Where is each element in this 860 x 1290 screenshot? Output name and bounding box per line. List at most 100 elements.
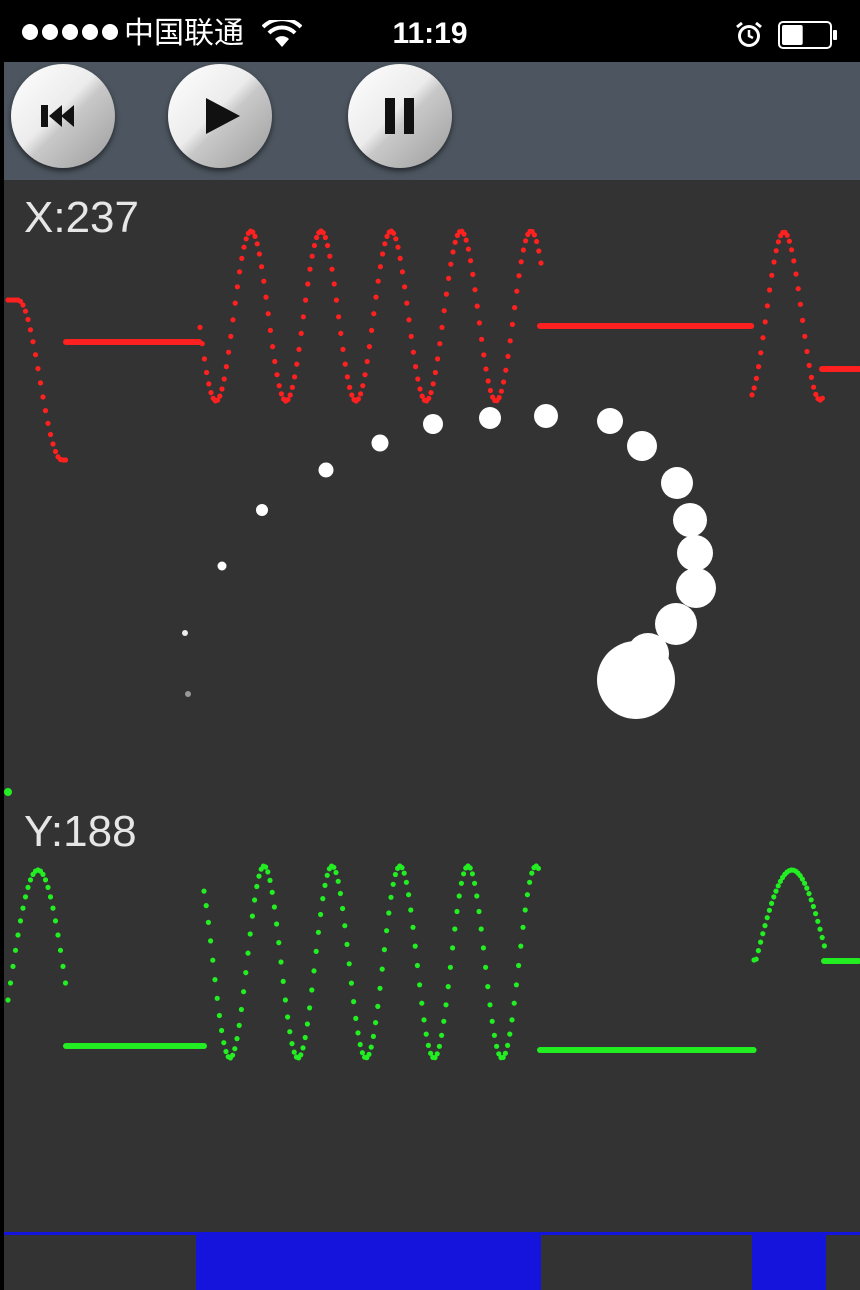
y-trace-point	[478, 926, 484, 932]
y-trace-point	[516, 962, 522, 969]
x-trace-point	[292, 374, 298, 380]
x-trace-point	[347, 384, 353, 390]
y-trace-point	[203, 903, 209, 909]
y-trace-point	[280, 978, 286, 985]
x-trace-point	[349, 392, 355, 398]
x-trace-point	[773, 248, 779, 254]
y-trace-point	[25, 884, 31, 891]
x-trace-point	[380, 251, 386, 257]
x-trace-point	[296, 346, 302, 352]
x-trace-point	[413, 364, 419, 370]
y-trace-point	[256, 873, 262, 879]
y-trace-point	[265, 869, 271, 875]
x-trace-point	[795, 286, 801, 292]
pause-button[interactable]	[348, 64, 452, 168]
x-trace-point	[241, 244, 247, 250]
rewind-button[interactable]	[11, 64, 115, 168]
trail-dot	[661, 467, 693, 499]
x-trace-point	[784, 232, 790, 238]
y-trace-point	[855, 958, 860, 964]
trail-dot	[677, 535, 713, 571]
y-trace-point	[40, 871, 46, 878]
y-trace-point	[309, 987, 315, 993]
y-trace-point	[527, 879, 533, 885]
y-trace-point	[815, 918, 821, 924]
y-trace-point	[469, 871, 475, 877]
play-button[interactable]	[168, 64, 272, 168]
trail-dot	[627, 431, 657, 461]
y-trace-point	[423, 1031, 429, 1037]
y-trace-point	[799, 876, 806, 882]
y-trace-point	[254, 883, 260, 890]
y-trace-point	[513, 982, 519, 988]
y-trace-point	[249, 913, 255, 919]
x-trace-point	[481, 352, 487, 358]
x-trace-point	[791, 258, 797, 264]
x-trace-point	[307, 266, 313, 272]
y-trace-point	[535, 865, 542, 872]
motion-plot[interactable]: X:237 Y:188	[4, 180, 860, 1290]
x-trace-point	[534, 238, 540, 245]
y-trace-point	[55, 932, 61, 938]
x-readout: X:237	[24, 193, 139, 242]
y-trace-point	[769, 900, 775, 907]
x-trace-point	[358, 391, 364, 397]
x-trace-point	[756, 364, 762, 370]
x-trace-point	[37, 380, 44, 386]
x-trace-point	[329, 266, 335, 272]
x-trace-point	[536, 248, 542, 254]
y-trace-point	[285, 1014, 291, 1020]
pause-icon	[385, 98, 414, 134]
y-trace-point	[502, 1050, 508, 1056]
x-trace-point	[470, 271, 476, 277]
x-trace-point	[366, 344, 372, 350]
x-trace-point	[311, 242, 317, 249]
y-trace-point	[467, 865, 473, 871]
x-trace-point	[40, 394, 46, 400]
y-trace-point	[500, 1054, 506, 1060]
y-trace-point	[425, 1042, 431, 1048]
x-trace-point	[487, 387, 493, 394]
x-trace-point	[439, 324, 445, 330]
x-trace-point	[408, 333, 414, 339]
x-trace-point	[479, 336, 485, 342]
x-trace-point	[217, 393, 223, 399]
x-trace-point	[501, 379, 507, 385]
x-trace-point	[410, 349, 416, 355]
y-trace-point	[373, 1020, 379, 1026]
y-trace-point	[436, 1043, 442, 1049]
x-trace-point	[758, 350, 764, 356]
app-canvas[interactable]: X:237 Y:188	[4, 62, 860, 1290]
y-trace-point	[392, 871, 398, 878]
y-trace-point	[390, 881, 396, 887]
y-trace-point	[474, 893, 480, 899]
y-trace-point	[287, 1029, 293, 1035]
x-trace-point	[342, 361, 348, 367]
y-trace-point	[806, 891, 812, 897]
x-trace-point	[393, 236, 399, 242]
y-trace-point	[762, 923, 768, 929]
y-trace-point	[403, 879, 409, 885]
x-trace-point	[208, 390, 214, 396]
trail-dot	[217, 561, 227, 571]
y-trace-point	[47, 894, 54, 900]
x-trace-point	[25, 316, 31, 323]
y-trace-point	[271, 904, 277, 910]
x-trace-point	[437, 341, 443, 347]
y-trace-point	[313, 948, 319, 955]
x-trace-point	[802, 333, 808, 339]
skip-back-icon	[41, 105, 74, 127]
y-trace-point	[496, 1051, 502, 1057]
x-trace-point	[769, 272, 775, 278]
y-trace-point	[520, 924, 526, 930]
y-trace-point	[201, 1043, 207, 1049]
y-trace-point	[333, 869, 339, 876]
y-trace-point	[212, 977, 218, 983]
y-trace-point	[399, 865, 405, 871]
x-trace-point	[856, 366, 860, 372]
y-trace-point	[60, 963, 66, 970]
y-trace-point	[810, 903, 817, 910]
y-trace-point	[408, 907, 414, 913]
y-trace-point	[263, 864, 269, 870]
x-trace-point	[377, 264, 383, 270]
